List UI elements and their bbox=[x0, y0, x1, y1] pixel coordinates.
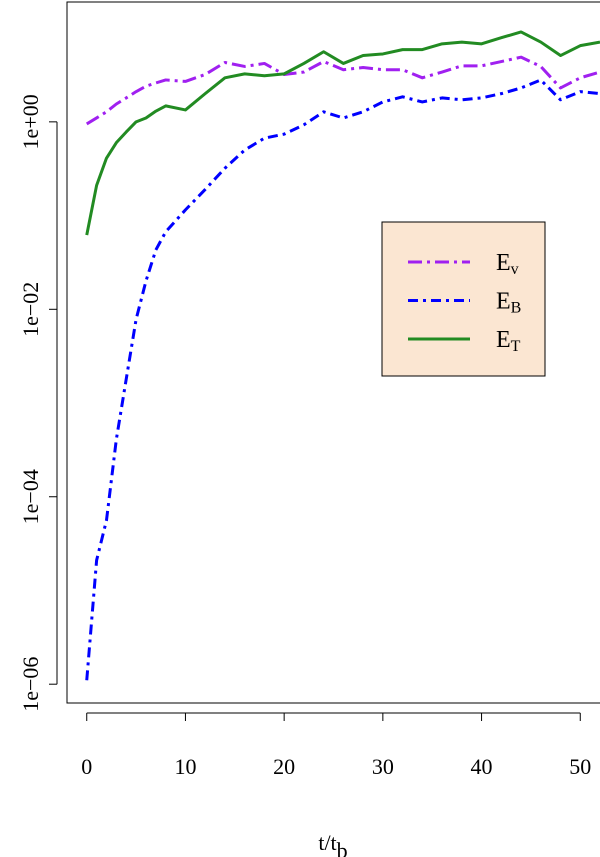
x-tick-label: 0 bbox=[81, 754, 92, 779]
x-tick-label: 50 bbox=[569, 754, 591, 779]
legend-name: E bbox=[496, 289, 511, 315]
legend-name: E bbox=[496, 327, 511, 353]
y-tick-label: 1e−02 bbox=[18, 282, 43, 337]
legend-subscript: B bbox=[511, 300, 522, 317]
y-tick-label: 1e+00 bbox=[18, 94, 43, 149]
x-tick-label: 20 bbox=[273, 754, 295, 779]
y-tick-label: 1e−06 bbox=[18, 657, 43, 712]
legend-label: ET bbox=[496, 327, 521, 355]
series-line bbox=[85, 30, 600, 236]
x-tick-label: 30 bbox=[372, 754, 394, 779]
plot-frame bbox=[66, 1, 600, 704]
x-axis-label: t/tb bbox=[318, 830, 347, 857]
legend-label: Ev bbox=[496, 250, 519, 278]
legend-subscript: v bbox=[511, 261, 519, 278]
legend-subscript: T bbox=[511, 338, 521, 355]
x-tick-label: 10 bbox=[174, 754, 196, 779]
x-tick-label: 40 bbox=[471, 754, 493, 779]
y-tick-label: 1e−04 bbox=[18, 469, 43, 524]
x-axis-label-main: t/t bbox=[318, 830, 336, 855]
legend-name: E bbox=[496, 250, 511, 276]
legend-label: EB bbox=[496, 289, 521, 317]
series-line bbox=[85, 78, 600, 681]
x-axis-label-sub: b bbox=[337, 838, 348, 857]
series-line bbox=[85, 55, 600, 126]
